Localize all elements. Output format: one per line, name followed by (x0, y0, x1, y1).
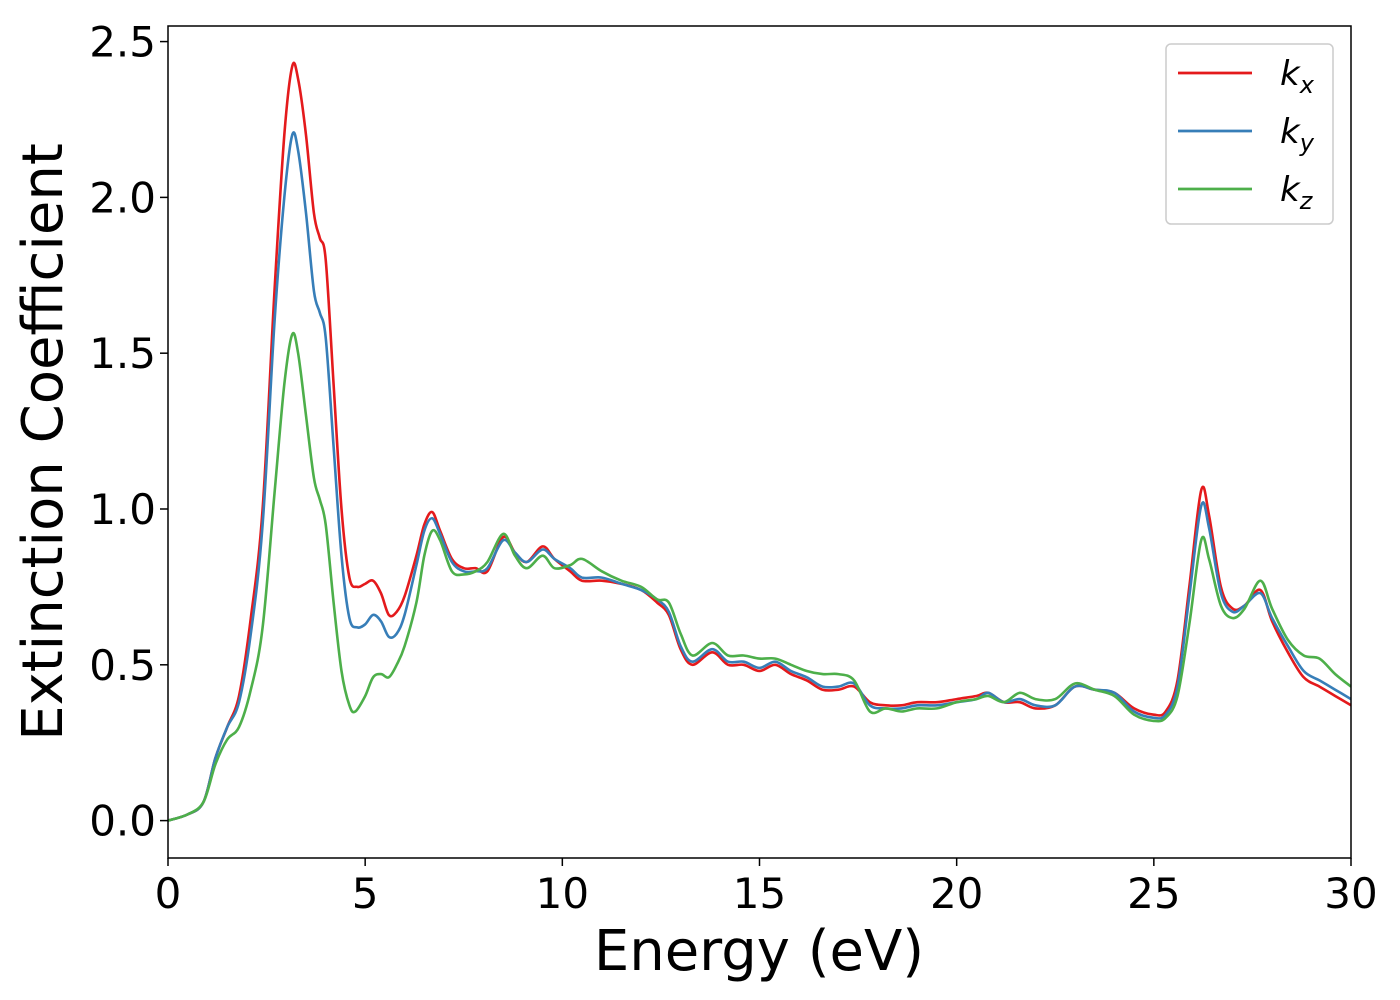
y-tick-label: 0.0 (89, 797, 156, 846)
series-line-kz (168, 331, 1351, 822)
x-tick-label: 20 (930, 869, 983, 918)
x-tick-label: 30 (1324, 869, 1377, 918)
y-tick-label: 0.5 (89, 641, 156, 690)
y-tick-label: 2.0 (89, 173, 156, 222)
x-tick-label: 15 (733, 869, 786, 918)
x-axis-ticks: 0 5 10 15 20 25 30 (155, 858, 1378, 918)
y-tick-label: 2.5 (89, 18, 156, 67)
legend-label-kz: kz (1280, 170, 1314, 215)
y-tick-label: 1.5 (89, 329, 156, 378)
y-axis-label: Extinction Coefficient (11, 143, 76, 741)
legend-label-ky: ky (1280, 112, 1315, 157)
x-tick-label: 25 (1127, 869, 1180, 918)
x-axis-label: Energy (eV) (594, 919, 924, 984)
y-tick-label: 1.0 (89, 485, 156, 534)
x-tick-label: 5 (352, 869, 379, 918)
y-axis-ticks: 0.0 0.5 1.0 1.5 2.0 2.5 (89, 18, 168, 846)
x-tick-label: 10 (536, 869, 589, 918)
series-layer (168, 61, 1351, 822)
x-tick-label: 0 (155, 869, 182, 918)
legend-label-kx: kx (1280, 54, 1315, 99)
legend: kx ky kz (1165, 43, 1334, 225)
legend-box (1165, 43, 1334, 225)
